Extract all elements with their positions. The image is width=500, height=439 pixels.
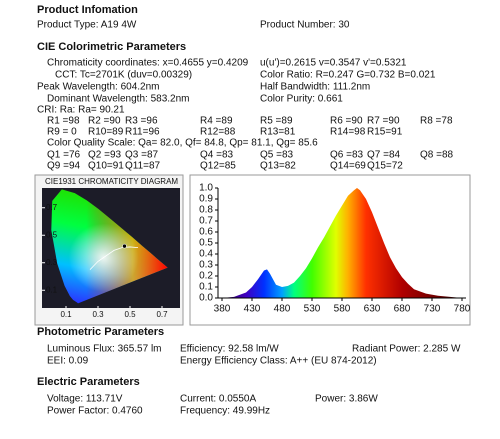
x-tick-label: 0.7 — [156, 310, 168, 319]
x-tick-label: 580 — [334, 304, 351, 315]
x-tick-label: 430 — [244, 304, 261, 315]
y-tick-label: 0.5 — [199, 238, 213, 249]
spectrum-area — [222, 188, 462, 298]
x-tick-label: 380 — [214, 304, 231, 315]
x-tick-label: 780 — [454, 304, 471, 315]
y-tick-label: 0.4 — [199, 249, 213, 260]
field: CRI: Ra: Ra= 90.21 — [37, 105, 125, 116]
y-tick-label: 0.1 — [199, 282, 213, 293]
index-value: R8 =78 — [420, 116, 453, 127]
field: Product Type: A19 4W — [37, 20, 137, 31]
y-tick-label: 0.5 — [46, 230, 58, 239]
x-tick-label: 480 — [274, 304, 291, 315]
y-tick-label: 0.2 — [199, 271, 213, 282]
index-value: R4 =89 — [200, 116, 233, 127]
index-value: Q3 =87 — [125, 150, 159, 161]
field: Half Bandwidth: 111.2nm — [260, 82, 370, 93]
gamut — [51, 189, 168, 304]
field: Frequency: 49.99Hz — [180, 406, 270, 417]
index-value: R7 =90 — [367, 116, 400, 127]
index-value: R2 =90 — [88, 116, 121, 127]
index-value: Q6 =83 — [330, 150, 364, 161]
x-tick-label: 0.5 — [124, 310, 136, 319]
index-value: R3 =96 — [125, 116, 158, 127]
index-value: Q1 =76 — [47, 150, 81, 161]
index-value: R14=98 — [330, 127, 366, 138]
y-tick-label: 0.9 — [199, 194, 213, 205]
index-value: R13=81 — [260, 127, 296, 138]
diagram-title: CIE1931 CHROMATICITY DIAGRAM — [45, 177, 178, 186]
section-title: CIE Colorimetric Parameters — [37, 41, 186, 53]
field: Color Purity: 0.661 — [260, 94, 343, 105]
index-value: R12=88 — [200, 127, 236, 138]
index-value: Q13=82 — [260, 161, 296, 172]
x-tick-label: 630 — [364, 304, 381, 315]
field: Dominant Wavelength: 583.2nm — [47, 94, 190, 105]
field: Color Quality Scale: Qa= 82.0, Qf= 84.8,… — [47, 138, 318, 149]
field: Peak Wavelength: 604.2nm — [37, 82, 159, 93]
x-tick-label: 0.1 — [60, 310, 72, 319]
y-tick-label: 0.7 — [199, 216, 213, 227]
index-value: Q15=72 — [367, 161, 403, 172]
y-tick-label: 0.3 — [46, 258, 58, 267]
index-value: R11=96 — [125, 127, 160, 138]
index-value: Q12=85 — [200, 161, 236, 172]
field: CCT: Tc=2701K (duv=0.00329) — [55, 70, 192, 81]
x-tick-label: 530 — [304, 304, 321, 315]
y-tick-label: 0.1 — [46, 285, 58, 294]
index-value: Q7 =84 — [367, 150, 401, 161]
section-title: Photometric Parameters — [37, 326, 164, 338]
y-tick-label: 0.7 — [46, 203, 58, 212]
index-value: Q4 =83 — [200, 150, 234, 161]
y-tick-label: 0.0 — [199, 293, 213, 304]
field: u(u')=0.2615 v=0.3547 v'=0.5321 — [260, 58, 407, 69]
field: Color Ratio: R=0.247 G=0.732 B=0.021 — [260, 70, 436, 81]
index-value: R6 =90 — [330, 116, 363, 127]
field: Radiant Power: 2.285 W — [352, 344, 461, 355]
index-value: R10=89 — [88, 127, 124, 138]
index-value: R9 = 0 — [47, 127, 77, 138]
index-value: Q11=87 — [125, 161, 161, 172]
index-value: Q14=69 — [330, 161, 366, 172]
x-tick-label: 0.3 — [92, 310, 104, 319]
x-tick-label: 730 — [424, 304, 441, 315]
y-tick-label: 0.8 — [199, 205, 213, 216]
field: EEI: 0.09 — [47, 356, 89, 367]
chromaticity-point — [122, 243, 127, 249]
field: Chromaticity coordinates: x=0.4655 y=0.4… — [47, 58, 249, 69]
field: Power: 3.86W — [315, 394, 378, 405]
field: Product Number: 30 — [260, 20, 350, 31]
y-tick-label: 0.6 — [199, 227, 213, 238]
field: Voltage: 113.71V — [47, 394, 123, 405]
index-value: Q2 =93 — [88, 150, 122, 161]
y-tick-label: 0.3 — [199, 260, 213, 271]
index-value: Q10=91 — [88, 161, 124, 172]
y-tick-label: 1.0 — [199, 183, 213, 194]
index-value: Q5 =83 — [260, 150, 294, 161]
index-value: R15=91 — [367, 127, 403, 138]
field: Energy Efficiency Class: A++ (EU 874-201… — [180, 356, 377, 367]
section-title: Electric Parameters — [37, 376, 140, 388]
x-tick-label: 680 — [394, 304, 411, 315]
index-value: Q9 =94 — [47, 161, 81, 172]
field: Power Factor: 0.4760 — [47, 406, 143, 417]
field: Current: 0.0550A — [180, 394, 256, 405]
field: Luminous Flux: 365.57 lm — [47, 344, 162, 355]
index-value: Q8 =88 — [420, 150, 454, 161]
planck-locus — [89, 246, 139, 270]
section-title: Product Infomation — [37, 4, 138, 16]
index-value: R5 =89 — [260, 116, 293, 127]
index-value: R1 =98 — [47, 116, 80, 127]
field: Efficiency: 92.58 lm/W — [180, 344, 279, 355]
